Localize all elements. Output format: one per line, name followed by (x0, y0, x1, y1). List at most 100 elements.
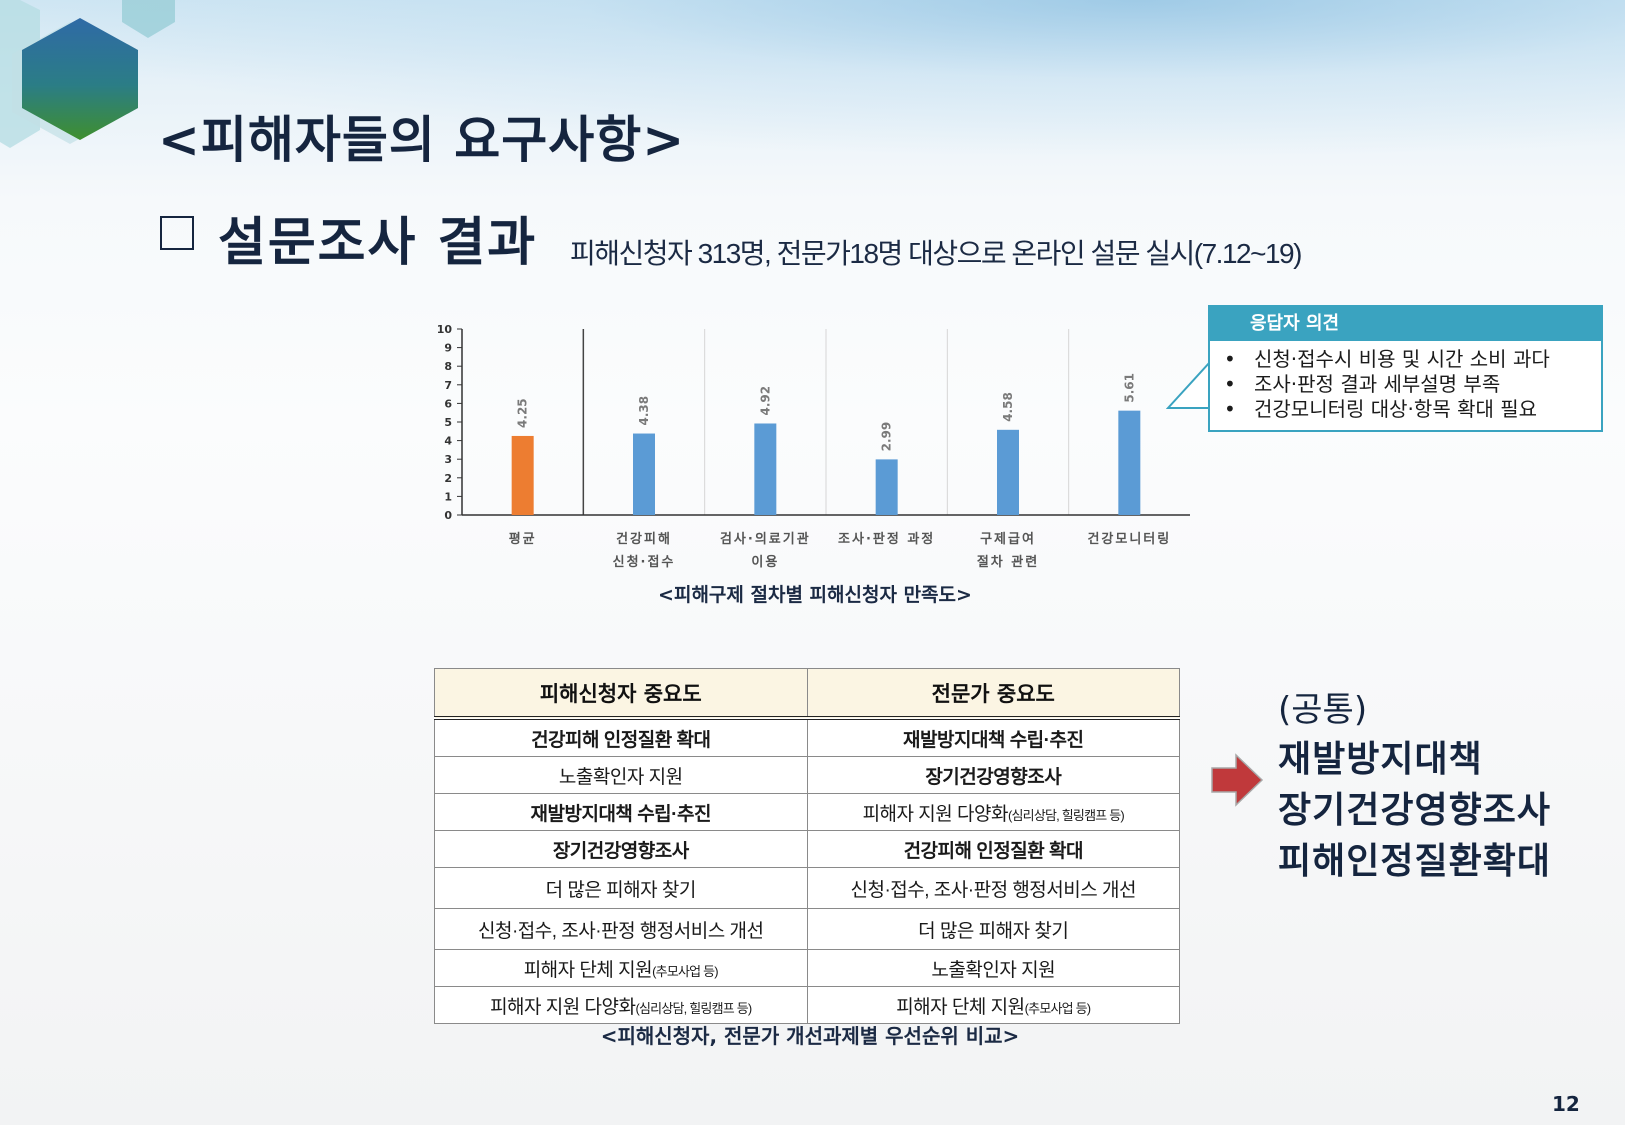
chart-category-label: 평균 (509, 531, 537, 547)
expert-priority-cell: 신청·접수, 조사·판정 행정서비스 개선 (806, 867, 1180, 909)
table-row: 노출확인자 지원 장기건강영향조사 (434, 756, 1180, 794)
cell-text: 피해자 단체 지원 (523, 959, 653, 981)
chart-category-label: 절차 관련 (977, 554, 1039, 570)
checkbox-square-icon (160, 216, 194, 250)
applicant-priority-cell: 노출확인자 지원 (434, 756, 808, 794)
cell-text: 더 많은 피해자 찾기 (918, 920, 1069, 942)
common-item-disease-recognition: 피해인정질환확대 (1278, 841, 1551, 882)
chart-bar (633, 433, 655, 515)
expert-priority-cell: 피해자 단체 지원(추모사업 등) (806, 986, 1180, 1024)
cell-text: 노출확인자 지원 (931, 959, 1056, 981)
hexagon-logo-decoration (0, 0, 175, 148)
header-applicant-priority: 피해신청자 중요도 (434, 668, 808, 720)
right-arrow-icon (1211, 753, 1264, 807)
survey-note: 피해신청자 313명, 전문가18명 대상으로 온라인 설문 실시(7.12~1… (570, 238, 1302, 269)
cell-text: 재발방지대책 수립·추진 (530, 803, 712, 825)
chart-y-tick-label: 0 (444, 509, 452, 522)
cell-text: 피해자 지원 다양화 (490, 996, 636, 1018)
slide-title: <피해자들의 요구사항> (158, 111, 686, 169)
applicant-priority-cell: 피해자 지원 다양화(심리상담, 힐링캠프 등) (434, 986, 808, 1024)
chart-y-tick-label: 9 (444, 342, 452, 355)
opinion-header: 응답자 의견 (1210, 307, 1601, 341)
sky-background (0, 0, 1625, 160)
opinion-item: 건강모니터링 대상·항목 확대 필요 (1224, 397, 1601, 422)
cell-text: 장기건강영향조사 (552, 840, 689, 862)
table-caption: <피해신청자, 전문가 개선과제별 우선순위 비교> (600, 1024, 1020, 1048)
table-row: 피해자 단체 지원(추모사업 등) 노출확인자 지원 (434, 949, 1180, 987)
chart-y-tick-label: 4 (444, 435, 452, 448)
chart-y-tick-label: 6 (444, 397, 452, 410)
callout-pointer (1166, 362, 1212, 409)
chart-category-label: 건강피해 (616, 531, 672, 547)
cell-text: 신청·접수, 조사·판정 행정서비스 개선 (850, 879, 1137, 901)
chart-category-label: 구제급여 (980, 531, 1036, 547)
chart-y-tick-label: 10 (437, 323, 453, 336)
chart-y-tick-label: 1 (444, 490, 452, 503)
cell-text: 장기건강영향조사 (925, 766, 1062, 788)
chart-y-tick-label: 8 (444, 360, 452, 373)
opinion-item: 조사·판정 결과 세부설명 부족 (1224, 372, 1601, 397)
chart-category-label: 조사·판정 과정 (838, 531, 935, 547)
chart-bar (997, 429, 1019, 515)
opinion-item: 신청·접수시 비용 및 시간 소비 과다 (1224, 347, 1601, 372)
common-item-recurrence-prevention: 재발방지대책 (1278, 739, 1483, 780)
applicant-priority-cell: 건강피해 인정질환 확대 (434, 717, 808, 757)
cell-text: 신청·접수, 조사·판정 행정서비스 개선 (478, 920, 764, 942)
chart-value-label: 4.58 (1001, 392, 1015, 422)
chart-value-label: 2.99 (880, 422, 894, 452)
applicant-priority-cell: 장기건강영향조사 (434, 830, 808, 868)
applicant-priority-cell: 더 많은 피해자 찾기 (434, 867, 808, 909)
chart-category-label: 신청·접수 (613, 554, 676, 570)
chart-value-label: 5.61 (1122, 373, 1136, 403)
chart-category-label: 이용 (751, 554, 779, 570)
table-header-row: 피해신청자 중요도 전문가 중요도 (434, 668, 1180, 720)
cell-note: (심리상담, 힐링캠프 등) (635, 1000, 752, 1016)
chart-value-label: 4.25 (516, 398, 530, 428)
cell-text: 피해자 지원 다양화 (862, 803, 1009, 825)
cell-text: 피해자 단체 지원 (896, 996, 1025, 1018)
opinion-list: 신청·접수시 비용 및 시간 소비 과다 조사·판정 결과 세부설명 부족 건강… (1210, 341, 1601, 422)
expert-priority-cell: 건강피해 인정질환 확대 (806, 830, 1180, 868)
chart-bar (875, 459, 898, 515)
cell-text: 노출확인자 지원 (558, 766, 683, 788)
chart-value-label: 4.92 (758, 386, 772, 416)
chart-y-tick-label: 5 (444, 416, 452, 429)
expert-priority-cell: 노출확인자 지원 (806, 949, 1180, 987)
table-body: 건강피해 인정질환 확대 재발방지대책 수립·추진 노출확인자 지원 장기건강영향조사… (434, 717, 1180, 1024)
cell-note: (추모사업 등) (652, 963, 718, 979)
table-row: 신청·접수, 조사·판정 행정서비스 개선 더 많은 피해자 찾기 (434, 908, 1180, 950)
cell-text: 더 많은 피해자 찾기 (545, 879, 697, 901)
applicant-priority-cell: 피해자 단체 지원(추모사업 등) (434, 949, 808, 987)
chart-y-tick-label: 3 (444, 453, 452, 466)
expert-priority-cell: 더 많은 피해자 찾기 (806, 908, 1180, 950)
applicant-priority-cell: 재발방지대책 수립·추진 (434, 793, 808, 831)
expert-priority-cell: 장기건강영향조사 (806, 756, 1180, 794)
chart-y-tick-label: 2 (444, 472, 452, 485)
table-row: 더 많은 피해자 찾기 신청·접수, 조사·판정 행정서비스 개선 (434, 867, 1180, 909)
table-row: 피해자 지원 다양화(심리상담, 힐링캠프 등) 피해자 단체 지원(추모사업 등… (434, 986, 1180, 1024)
section-subtitle: 설문조사 결과 (218, 213, 538, 273)
chart-bar (511, 435, 534, 515)
chart-value-label: 4.38 (637, 396, 651, 426)
cell-text: 재발방지대책 수립·추진 (903, 729, 1084, 751)
header-expert-priority: 전문가 중요도 (806, 668, 1180, 720)
chart-bar (1118, 410, 1141, 515)
cell-text: 건강피해 인정질환 확대 (903, 840, 1084, 862)
page-number: 12 (1552, 1092, 1580, 1116)
common-label: (공통) (1278, 690, 1368, 730)
cell-note: (심리상담, 힐링캠프 등) (1007, 807, 1125, 823)
expert-priority-cell: 피해자 지원 다양화(심리상담, 힐링캠프 등) (806, 793, 1180, 831)
cell-text: 건강피해 인정질환 확대 (531, 729, 711, 751)
table-row: 장기건강영향조사 건강피해 인정질환 확대 (434, 830, 1180, 868)
chart-category-label: 검사·의료기관 (720, 531, 811, 547)
table-row: 건강피해 인정질환 확대 재발방지대책 수립·추진 (434, 717, 1180, 757)
chart-bar (754, 423, 777, 515)
chart-y-tick-label: 7 (444, 379, 452, 392)
expert-priority-cell: 재발방지대책 수립·추진 (806, 717, 1180, 757)
chart-category-label: 건강모니터링 (1087, 531, 1171, 547)
cell-note: (추모사업 등) (1024, 1000, 1091, 1016)
chart-caption: <피해구제 절차별 피해신청자 만족도> (658, 584, 972, 606)
applicant-priority-cell: 신청·접수, 조사·판정 행정서비스 개선 (434, 908, 808, 950)
